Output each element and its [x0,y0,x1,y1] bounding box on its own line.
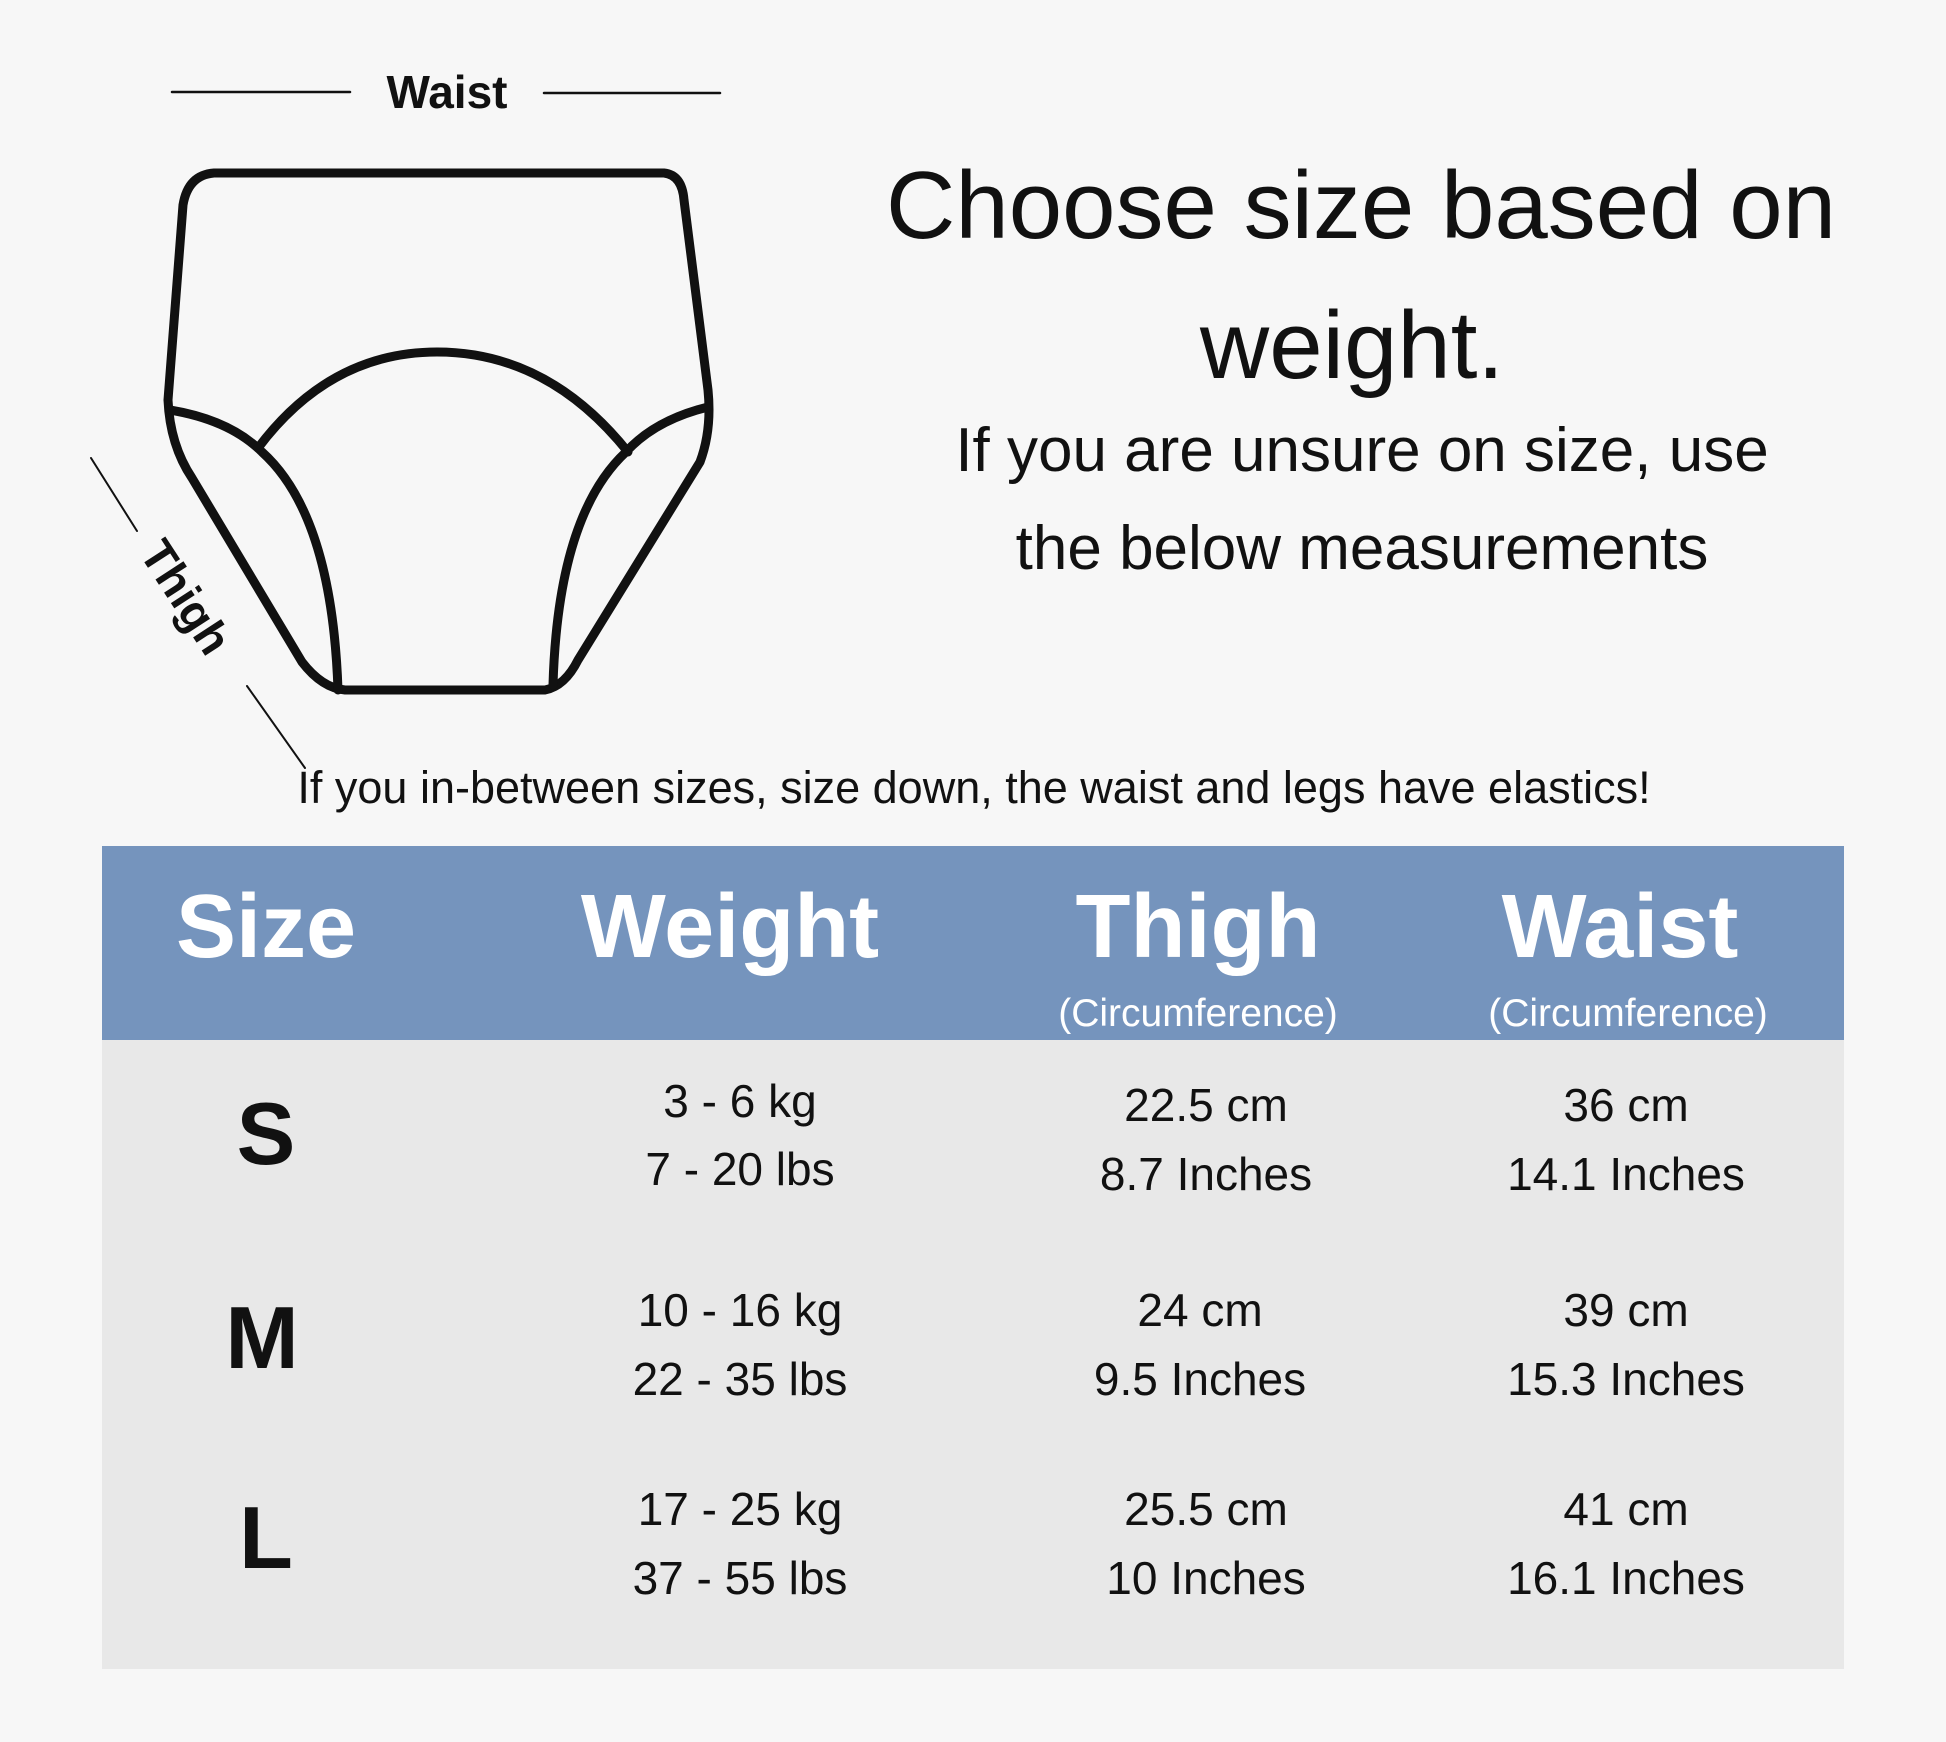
thigh-cm: 25.5 cm [1124,1483,1288,1535]
front-panel-arc [253,347,633,457]
table-header: Size Weight Thigh (Circumference) Waist … [102,846,1844,1040]
thigh-inches: 9.5 Inches [1093,1353,1307,1405]
heading-line-2: weight. [1199,292,1505,399]
waist-inches: 15.3 Inches [1507,1353,1745,1405]
heading-line-1: Choose size based on [886,152,1836,259]
waist-cm: 36 cm [1563,1079,1689,1131]
header-waist-sub: (Circumference) [1488,992,1768,1035]
weight-lbs: 7 - 20 lbs [645,1143,835,1195]
waist-label: Waist [386,66,508,118]
weight-lbs: 22 - 35 lbs [632,1353,848,1405]
waist-inches: 16.1 Inches [1507,1552,1745,1604]
header-thigh-sub: (Circumference) [1058,992,1338,1035]
header-thigh: Thigh [1075,877,1321,977]
header-size: Size [175,877,357,977]
weight-kg: 3 - 6 kg [663,1075,817,1127]
thigh-line-lower [246,685,306,769]
underwear-diagram [90,90,722,769]
thigh-cm: 24 cm [1137,1284,1263,1336]
thigh-inches: 10 Inches [1106,1552,1306,1604]
header-weight: Weight [580,877,880,977]
subheading-line-2: the below measurements [1015,514,1709,583]
waist-cm: 41 cm [1563,1483,1689,1535]
weight-kg: 17 - 25 kg [637,1483,843,1535]
size-table: Size Weight Thigh (Circumference) Waist … [102,846,1844,1669]
thigh-inches: 8.7 Inches [1099,1148,1313,1200]
subheading-line-1: If you are unsure on size, use [955,416,1769,485]
weight-kg: 10 - 16 kg [637,1284,843,1336]
right-leg-line [548,402,713,690]
waist-inches: 14.1 Inches [1507,1148,1745,1200]
weight-lbs: 37 - 55 lbs [632,1552,848,1604]
sizing-note: If you in-between sizes, size down, the … [297,762,1651,813]
thigh-line-upper [90,457,138,532]
underwear-outline [163,168,714,695]
thigh-cm: 22.5 cm [1124,1079,1288,1131]
waist-cm: 39 cm [1563,1284,1689,1336]
size-cell: S [236,1084,296,1183]
header-waist: Waist [1501,877,1739,977]
size-cell: L [239,1488,293,1587]
size-cell: M [225,1288,299,1387]
left-leg-line [165,405,343,695]
